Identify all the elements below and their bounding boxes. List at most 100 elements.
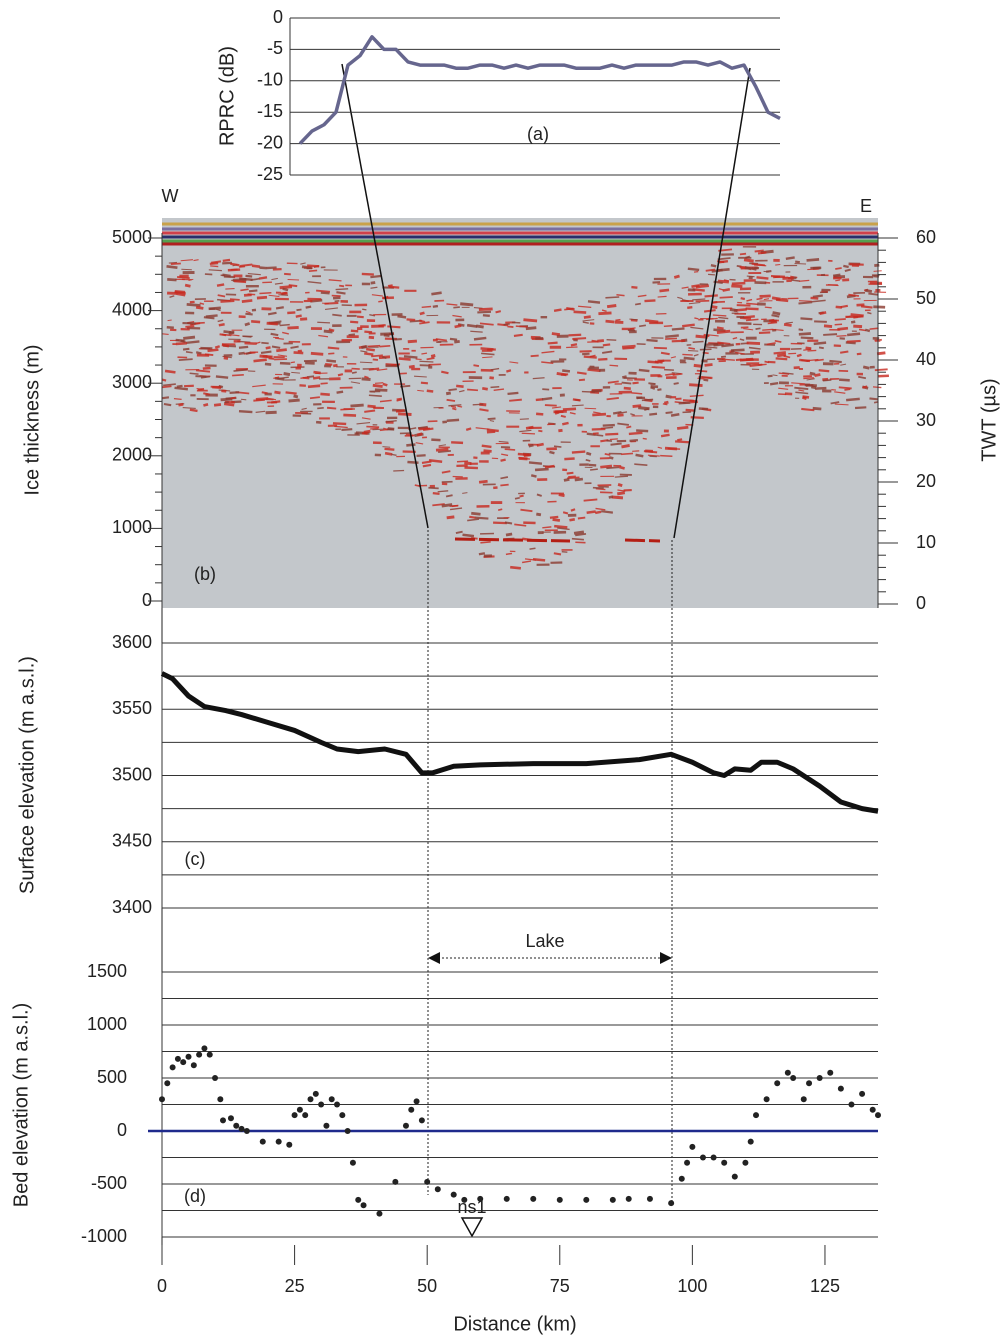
reflection — [317, 321, 330, 324]
reflection — [683, 356, 695, 361]
reflection — [617, 413, 624, 417]
point — [646, 1195, 653, 1202]
reflection — [326, 406, 337, 410]
reflection — [233, 368, 248, 372]
reflection — [446, 418, 460, 422]
reflection — [268, 294, 280, 298]
reflection — [387, 325, 401, 329]
reflection — [762, 328, 773, 331]
reflection — [383, 427, 388, 431]
y-tick-label: 1500 — [87, 961, 127, 981]
reflection — [595, 488, 606, 491]
point — [816, 1075, 823, 1081]
x-axis-label: Distance (km) — [453, 1313, 576, 1335]
y-tick-label: 1000 — [87, 1014, 127, 1034]
reflection — [606, 338, 617, 341]
reflection — [228, 331, 235, 335]
reflection — [864, 328, 871, 333]
y-tick-label: 3000 — [112, 372, 152, 392]
reflection — [771, 328, 784, 331]
reflection — [161, 396, 170, 400]
reflection — [673, 274, 680, 279]
reflection — [452, 314, 462, 318]
reflection — [448, 404, 462, 407]
reflection — [166, 264, 178, 269]
reflection — [161, 378, 167, 382]
reflection — [200, 375, 211, 379]
reflection — [785, 321, 793, 324]
reflection — [255, 397, 269, 401]
point — [503, 1195, 510, 1202]
reflection — [583, 498, 598, 502]
reflection — [291, 371, 300, 374]
reflection — [451, 504, 459, 508]
reflection — [688, 346, 696, 350]
reflection — [520, 508, 533, 513]
reflection — [638, 368, 650, 373]
reflection — [754, 249, 764, 253]
reflection — [721, 343, 734, 348]
reflection — [446, 515, 455, 520]
reflection — [428, 363, 441, 366]
y2-tick-label: 60 — [916, 227, 936, 247]
reflection — [451, 441, 464, 445]
reflection — [730, 348, 745, 352]
reflection — [694, 317, 699, 320]
reflection — [867, 311, 872, 315]
reflection — [670, 356, 676, 359]
reflection — [850, 320, 856, 324]
reflection — [332, 313, 342, 317]
reflection — [774, 340, 782, 343]
reflection — [203, 316, 215, 320]
reflection — [203, 402, 209, 407]
point — [710, 1154, 717, 1161]
reflection — [162, 333, 169, 335]
reflection — [660, 351, 670, 356]
reflection — [230, 268, 238, 271]
reflection — [803, 348, 812, 351]
reflection — [698, 407, 709, 411]
reflection — [690, 326, 704, 330]
reflection — [462, 533, 475, 538]
reflection — [230, 396, 236, 400]
reflection — [818, 346, 824, 350]
reflection — [398, 357, 411, 361]
reflection — [478, 552, 486, 556]
reflection — [571, 537, 584, 541]
reflection — [328, 328, 335, 332]
reflection — [716, 329, 731, 334]
point — [334, 1101, 341, 1108]
reflection — [577, 516, 586, 520]
reflection — [688, 301, 701, 305]
reflection — [634, 302, 641, 306]
reflection — [745, 255, 751, 259]
reflection — [644, 299, 656, 303]
reflection — [245, 274, 253, 278]
reflection — [166, 326, 174, 330]
x-tick-label: 100 — [677, 1276, 707, 1296]
reflection — [651, 365, 665, 369]
reflection — [505, 532, 513, 537]
reflection — [384, 451, 393, 456]
reflection — [746, 341, 761, 346]
reflection — [675, 440, 690, 444]
reflection — [230, 262, 240, 267]
reflection — [472, 403, 484, 406]
reflection — [241, 299, 253, 303]
reflection — [176, 276, 190, 280]
point — [477, 1195, 484, 1202]
reflection — [395, 409, 405, 413]
point — [450, 1191, 457, 1198]
point — [530, 1195, 537, 1202]
reflection — [536, 493, 542, 497]
reflection — [279, 323, 290, 327]
point — [699, 1154, 706, 1161]
reflection — [363, 429, 371, 434]
reflection — [530, 474, 537, 478]
reflection — [273, 376, 280, 380]
reflection — [270, 332, 279, 337]
reflection — [812, 294, 823, 298]
reflection — [573, 530, 585, 535]
annotation: (c) — [185, 849, 206, 869]
reflection — [285, 391, 297, 395]
